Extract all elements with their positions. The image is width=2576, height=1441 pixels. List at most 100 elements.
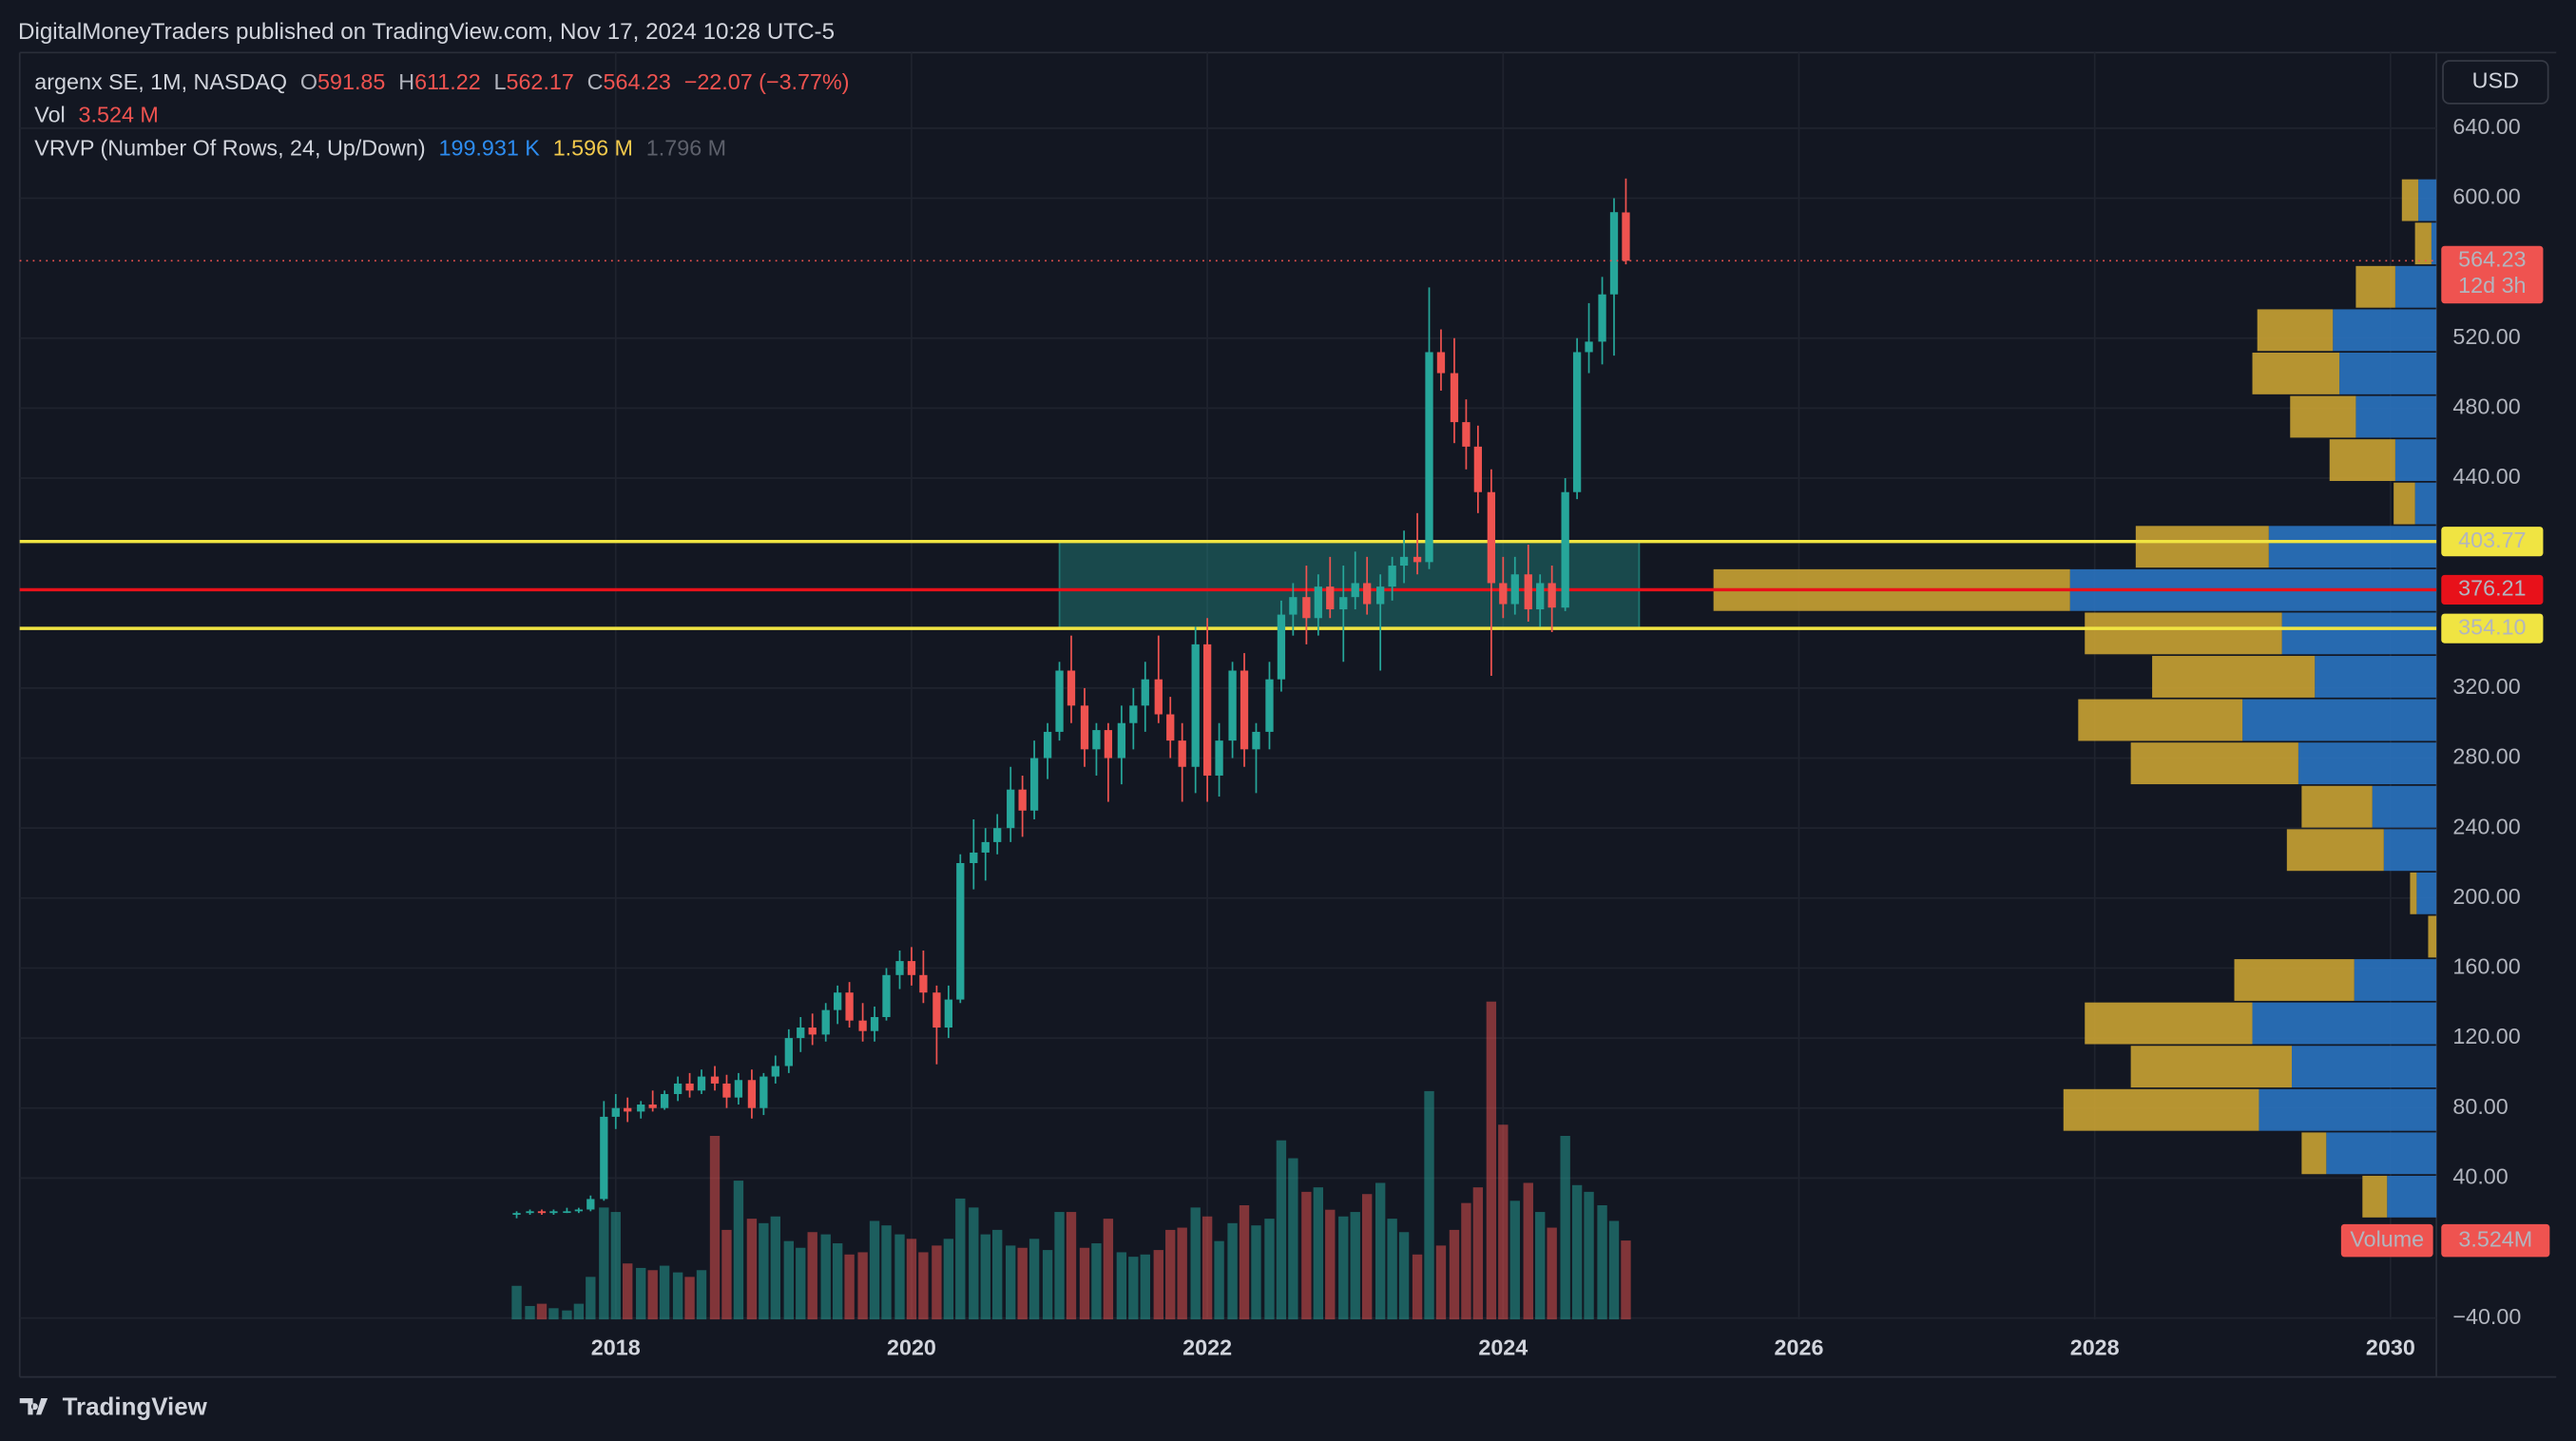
- y-tick-label: 160.00: [2452, 954, 2520, 979]
- level-label-box: [2441, 574, 2544, 605]
- volume-bar: [918, 1252, 929, 1320]
- candle-body: [1314, 586, 1322, 619]
- last-price-label: 564.23: [2458, 246, 2526, 271]
- vrvp-down: 1.596 M: [553, 135, 633, 160]
- candle-body: [1029, 758, 1039, 811]
- volume-bar: [1560, 1135, 1570, 1320]
- volume-bar: [1547, 1227, 1557, 1320]
- y-tick-label: 320.00: [2452, 674, 2520, 699]
- candle-body: [1215, 740, 1223, 776]
- volume-bar: [1387, 1219, 1397, 1320]
- profile-down: [2290, 395, 2356, 438]
- y-tick-label: 480.00: [2452, 394, 2520, 419]
- level-label: 376.21: [2458, 576, 2526, 601]
- candle-body: [1007, 789, 1015, 829]
- profile-up: [2259, 1088, 2437, 1131]
- volume-bar: [1276, 1140, 1287, 1320]
- candle-body: [993, 828, 1002, 842]
- currency[interactable]: USD: [2472, 68, 2519, 93]
- candle-body: [1585, 341, 1593, 353]
- profile-down: [2393, 482, 2415, 525]
- profile-up: [2281, 612, 2437, 655]
- profile-up: [2354, 959, 2437, 1001]
- volume-bar: [1375, 1182, 1386, 1320]
- candle-body: [549, 1211, 558, 1214]
- volume-bar: [610, 1212, 621, 1320]
- profile-down: [2362, 1175, 2388, 1218]
- candle-body: [1080, 705, 1089, 750]
- y-tick-label: −40.00: [2452, 1304, 2521, 1329]
- candle-body: [1413, 556, 1422, 563]
- volume-bar: [623, 1263, 633, 1320]
- candle-body: [648, 1105, 657, 1108]
- candle-body: [919, 974, 928, 993]
- candle-body: [697, 1076, 706, 1091]
- volume-bar: [1239, 1204, 1250, 1320]
- profile-down: [2428, 915, 2437, 958]
- candle-body: [1154, 679, 1163, 715]
- volume-bar: [1140, 1254, 1150, 1320]
- profile-down: [2252, 352, 2340, 394]
- candle-body: [1240, 670, 1249, 750]
- volume-bar: [857, 1252, 868, 1320]
- logo-mark: [19, 1398, 48, 1415]
- candle-body: [821, 1009, 830, 1035]
- profile-down: [2152, 656, 2316, 698]
- level-label-box: [2441, 527, 2544, 557]
- volume-bar: [980, 1234, 990, 1320]
- candle-body: [1376, 586, 1385, 605]
- open-label: O: [300, 69, 317, 94]
- volume-bar: [1264, 1219, 1275, 1320]
- candle-body: [1351, 583, 1359, 598]
- candle-body: [895, 961, 904, 975]
- volume-bar: [696, 1270, 707, 1320]
- close-label: C: [587, 69, 604, 94]
- candle-body: [710, 1076, 720, 1084]
- currency-box[interactable]: [2442, 60, 2549, 105]
- plot: −40.00 40.00 80.00 120.00 160.00 200.00 240.00…: [19, 52, 2550, 1359]
- volume-bar: [586, 1277, 596, 1320]
- profile-down: [2130, 742, 2298, 785]
- profile-up: [2416, 872, 2437, 914]
- profile-down: [2135, 526, 2269, 568]
- volume-bar: [1054, 1212, 1065, 1320]
- volume-bar: [1301, 1191, 1312, 1320]
- candle-body: [512, 1213, 521, 1216]
- y-tick-label: 600.00: [2452, 184, 2520, 209]
- candle-body: [1166, 714, 1175, 741]
- candle-body: [1067, 670, 1076, 706]
- candle-body: [747, 1080, 757, 1108]
- volume-bar: [1498, 1124, 1509, 1320]
- candle-body: [944, 999, 952, 1028]
- candle-body: [1289, 597, 1298, 615]
- candle-body: [734, 1080, 743, 1098]
- y-tick-label: 520.00: [2452, 324, 2520, 349]
- profile-down: [2286, 829, 2384, 872]
- candle-body: [1622, 212, 1630, 261]
- volume-bar: [820, 1234, 831, 1320]
- volume-bar: [1201, 1216, 1213, 1320]
- volume-name-box: [2340, 1223, 2433, 1258]
- candle-body: [526, 1211, 534, 1214]
- candle-body: [1228, 670, 1237, 741]
- candle-body: [611, 1107, 620, 1117]
- high-label: H: [398, 69, 414, 94]
- candle-body: [870, 1016, 879, 1031]
- candle-body: [1388, 566, 1396, 587]
- candle-body: [1141, 679, 1149, 706]
- x-tick-label: 2024: [1478, 1335, 1528, 1359]
- candle-body: [956, 862, 965, 1000]
- profile-up: [2383, 829, 2437, 872]
- open-value: 591.85: [317, 69, 385, 94]
- volume-bar: [1153, 1250, 1163, 1320]
- candle-body: [1018, 789, 1027, 811]
- countdown: 12d 3h: [2458, 273, 2526, 298]
- profile-up: [2339, 352, 2437, 394]
- volume-bar: [647, 1270, 658, 1320]
- volume-bar: [1584, 1191, 1594, 1320]
- profile-up: [2394, 439, 2437, 481]
- volume-bar: [869, 1220, 880, 1320]
- symbol: argenx SE, 1M, NASDAQ: [34, 69, 287, 94]
- candle-body: [1499, 583, 1508, 605]
- volume-bar: [1017, 1247, 1028, 1320]
